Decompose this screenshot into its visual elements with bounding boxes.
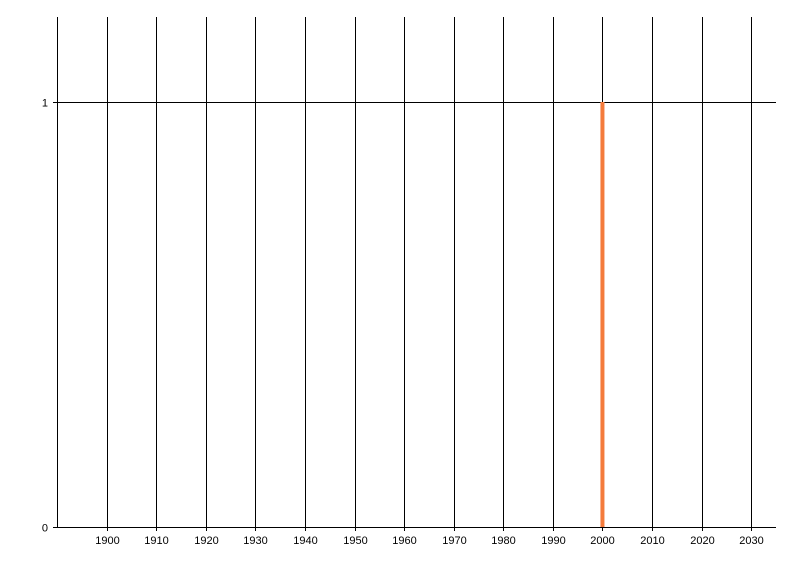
tick-labels: 1900 1910 1920 1930 1940 1950 1960 1970 1980 1990… (42, 98, 764, 548)
y-tick-label: 1 (42, 98, 48, 110)
x-tick-label: 1970 (442, 535, 466, 547)
x-tick-label: 1940 (293, 535, 317, 547)
x-tick-label: 1900 (95, 535, 119, 547)
axes (57, 17, 776, 528)
x-tick-label: 2020 (690, 535, 714, 547)
x-tick-label: 1980 (491, 535, 515, 547)
x-tick-label: 1910 (144, 535, 168, 547)
x-tick-label: 2000 (590, 535, 614, 547)
x-tick-label: 1920 (194, 535, 218, 547)
bar (600, 102, 605, 527)
x-tick-label: 1960 (392, 535, 416, 547)
x-tick-label: 2010 (640, 535, 664, 547)
gridlines (53, 17, 776, 531)
x-tick-label: 2030 (739, 535, 763, 547)
bars (600, 102, 605, 527)
x-tick-label: 1990 (541, 535, 565, 547)
x-tick-label: 1950 (343, 535, 367, 547)
x-tick-label: 1930 (243, 535, 267, 547)
y-tick-label: 0 (42, 523, 48, 535)
